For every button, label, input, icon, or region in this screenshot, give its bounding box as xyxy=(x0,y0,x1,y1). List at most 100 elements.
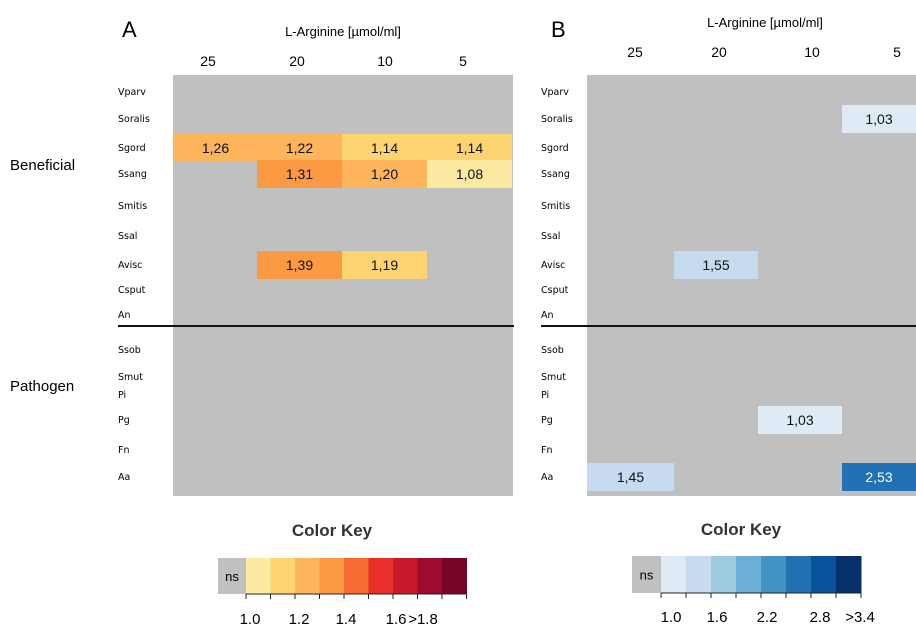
cell-value-label: 1,45 xyxy=(617,469,644,485)
color-key-swatch xyxy=(246,558,271,594)
row-label: Avisc xyxy=(118,260,142,271)
cell-value-label: 2,53 xyxy=(865,469,892,485)
cell-value-label: 1,39 xyxy=(286,257,313,273)
color-key-swatch xyxy=(393,558,418,594)
color-key-swatch xyxy=(761,556,787,593)
color-key-swatch xyxy=(295,558,320,594)
column-label: 20 xyxy=(711,44,727,60)
heatmap-cell xyxy=(427,160,512,188)
heatmap-cell xyxy=(427,134,512,162)
row-label: Ssob xyxy=(541,345,564,356)
color-key-swatch xyxy=(270,558,296,594)
color-key-swatch xyxy=(344,558,369,594)
heatmap-cell xyxy=(342,160,427,188)
color-key-tick-label: 1.0 xyxy=(661,609,682,626)
row-label: Aa xyxy=(541,472,553,483)
row-label: Smitis xyxy=(541,201,570,212)
color-key-swatch xyxy=(836,556,862,593)
row-label: Csput xyxy=(541,285,569,296)
row-label: Vparv xyxy=(118,87,146,98)
color-key-ns-label: ns xyxy=(225,569,239,584)
row-label: Pg xyxy=(118,415,130,426)
cell-value-label: 1,31 xyxy=(286,166,313,182)
row-label: Csput xyxy=(118,285,146,296)
cell-value-label: 1,03 xyxy=(865,111,892,127)
row-label: Ssal xyxy=(118,231,137,242)
column-label: 5 xyxy=(893,44,901,60)
color-key: Color Key ns 1.0 1.6 2.2 2.8 >3.4 xyxy=(632,520,875,626)
row-label: Avisc xyxy=(541,260,565,271)
row-label: Soralis xyxy=(118,114,150,125)
row-label: Smut xyxy=(541,372,566,383)
cell-value-label: 1,26 xyxy=(202,140,229,156)
row-label: Fn xyxy=(118,445,130,456)
color-key-swatch xyxy=(686,556,712,593)
row-label: Sgord xyxy=(118,143,146,154)
column-label: 25 xyxy=(627,44,643,60)
x-axis-title: L-Arginine [µmol/ml] xyxy=(285,24,401,39)
row-label: Ssal xyxy=(541,231,560,242)
cell-value-label: 1,22 xyxy=(286,140,313,156)
row-label: Fn xyxy=(541,445,553,456)
row-label: Pi xyxy=(541,390,549,401)
heatmap-background-ns xyxy=(587,75,916,496)
color-key-tick-label: 1.6 xyxy=(386,611,407,626)
color-key-tick-label: 1.2 xyxy=(289,611,310,626)
row-label: Soralis xyxy=(541,114,573,125)
color-key-title: Color Key xyxy=(701,520,782,539)
color-key-swatch xyxy=(442,558,467,594)
heatmap-cell xyxy=(257,251,342,279)
heatmap-cell xyxy=(257,160,342,188)
panel-letter: B xyxy=(551,17,566,42)
cell-value-label: 1,19 xyxy=(371,257,398,273)
heatmap-cell xyxy=(257,134,342,162)
cell-value-label: 1,08 xyxy=(456,166,483,182)
cell-value-label: 1,20 xyxy=(371,166,398,182)
color-key-tick-label: 1.0 xyxy=(240,611,261,626)
color-key-swatch xyxy=(368,558,394,594)
color-key-swatch xyxy=(736,556,762,593)
row-label: An xyxy=(118,310,131,321)
panel-letter: A xyxy=(122,17,137,42)
row-label: Aa xyxy=(118,472,130,483)
column-label: 25 xyxy=(200,53,216,69)
color-key-swatch xyxy=(811,556,837,593)
color-key-tick-label: 2.2 xyxy=(757,609,778,626)
cell-value-label: 1,03 xyxy=(786,412,813,428)
row-label: Sgord xyxy=(541,143,569,154)
heatmap-panel-a: A L-Arginine [µmol/ml] 25 20 10 5 1,26 1,22 1,14… xyxy=(10,17,514,626)
column-label: 10 xyxy=(804,44,820,60)
heatmap-cell xyxy=(758,406,842,434)
group-label: Beneficial xyxy=(10,157,75,174)
row-label: Pi xyxy=(118,390,126,401)
color-key-swatch xyxy=(661,556,687,593)
heatmap-cell xyxy=(842,105,916,133)
color-key-swatch xyxy=(417,558,443,594)
heatmap-cell xyxy=(842,463,916,491)
row-label: Vparv xyxy=(541,87,569,98)
group-label: Pathogen xyxy=(10,378,74,395)
row-label: Ssang xyxy=(118,169,147,180)
color-key-tick-label: 1.6 xyxy=(707,609,728,626)
row-label: Smut xyxy=(118,372,143,383)
cell-value-label: 1,14 xyxy=(371,140,398,156)
row-label: Ssang xyxy=(541,169,570,180)
heatmap-cell xyxy=(587,463,674,491)
color-key-tick-label: 1.4 xyxy=(336,611,357,626)
cell-value-label: 1,55 xyxy=(702,257,729,273)
heatmap-cell xyxy=(342,251,427,279)
heatmap-panel-b: B L-Arginine [µmol/ml] 25 20 10 5 1,03 1,55 1,03… xyxy=(541,15,916,626)
column-label: 10 xyxy=(377,53,393,69)
row-label: Ssob xyxy=(118,345,141,356)
color-key-ns-swatch xyxy=(218,558,246,594)
heatmap-cell xyxy=(173,134,258,162)
color-key-ns-label: ns xyxy=(640,568,654,583)
color-key-tick-label: >3.4 xyxy=(845,609,875,626)
heatmap-cell xyxy=(342,134,427,162)
color-key-swatch xyxy=(319,558,345,594)
color-key: Color Key ns 1.0 1.2 1.4 1.6 >1.8 xyxy=(218,521,467,626)
color-key-title: Color Key xyxy=(292,521,373,540)
color-key-swatch xyxy=(786,556,812,593)
heatmap-cell xyxy=(674,251,758,279)
